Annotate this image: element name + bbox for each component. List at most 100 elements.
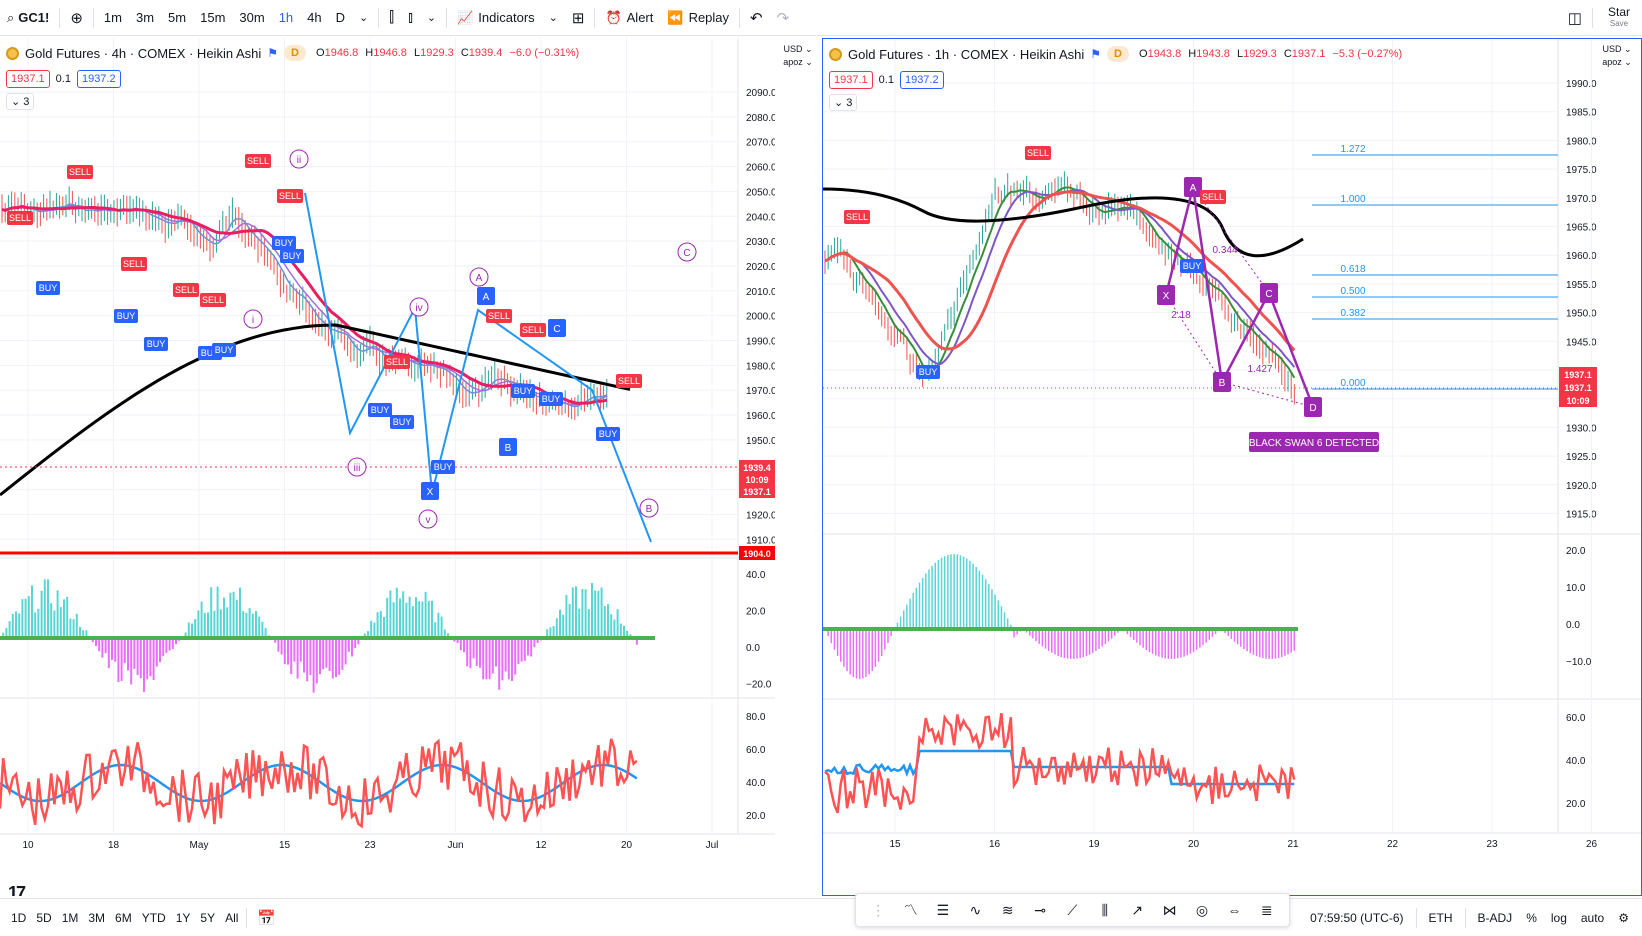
undo-icon[interactable]: ↶ [750,9,763,27]
redo-icon[interactable]: ↷ [776,9,790,27]
spread-value: 0.1 [878,74,894,86]
calendar-goto-icon[interactable]: 📅 [257,909,277,927]
pattern-point-box [1157,285,1175,305]
settings-gear-icon[interactable]: ⚙ [1618,911,1629,925]
indicators-icon: 📈 [457,9,474,25]
pattern-point-label: B [505,443,512,454]
clock-display[interactable]: 07:59:50 (UTC-6) [1310,911,1404,925]
right-chart-pane[interactable]: 1990.0 1985.0 1980.0 1975.0 1970.0 1965.0 1960… [822,38,1642,896]
fib-retracement-icon[interactable]: ≣ [1260,901,1273,918]
right-chart-title[interactable]: Gold Futures · 1h · COMEX · Heikin Ashi [848,46,1085,62]
range-6m[interactable]: 6M [115,910,132,925]
time-tick-label: 26 [1586,839,1598,850]
chevron-down-icon[interactable]: ⌄ [359,12,369,24]
sell-price-button[interactable]: 1937.1 [829,71,873,89]
parallel-channel-icon[interactable]: ≋ [1001,901,1014,918]
buy-signal-label: BUY [215,345,234,355]
time-tick-label: 22 [1387,839,1399,850]
right-chart-canvas[interactable]: 1990.01985.01980.01975.01970.01965.01960… [823,39,1641,895]
symbol-search[interactable]: ⌕ GC1! [0,0,56,36]
fib-level-label: 1.000 [1340,194,1365,205]
interval-1m[interactable]: 1m [103,10,122,25]
price-range-icon[interactable]: ⇔ [1227,902,1242,918]
percent-toggle[interactable]: % [1526,911,1537,925]
tradingview-logo[interactable]: 17 [8,883,26,896]
left-chart-pane[interactable]: 2090.0 2080.0 2070.0 2060.0 2050.0 2040.0 2030… [0,38,775,896]
drag-handle-icon[interactable]: ⋮ [871,901,886,918]
buy-signal-box [511,384,535,398]
price-tick-label: 1910.0 [746,535,775,546]
buy-price-button[interactable]: 1937.2 [76,70,121,88]
buy-signal-box [36,281,60,295]
horizontal-lines-icon[interactable]: ☰ [936,901,950,918]
symbol-label: GC1! [18,10,50,25]
range-ytd[interactable]: YTD [141,910,166,925]
split-layout-icon[interactable]: ◫ [1567,10,1582,27]
osc-tick-label: 0.0 [1566,620,1580,631]
interval-5m[interactable]: 5m [168,10,187,25]
flag-icon[interactable]: ⚑ [267,46,279,60]
indicators-collapse-button[interactable]: ⌄ 3 [6,93,35,110]
price-tick-label: 1950.0 [746,436,775,447]
interval-30m[interactable]: 30m [239,10,265,25]
horizontal-ray-icon[interactable]: ⊸ [1034,901,1046,918]
sell-signal-box [173,283,199,297]
bar-type-icon[interactable]: ⫾ [408,9,413,26]
xabcd-pattern-icon[interactable]: ⋈ [1162,901,1177,918]
session-toggle[interactable]: ETH [1428,911,1453,925]
plus-circle-icon[interactable]: ⊕ [70,9,83,27]
abc-pattern-icon[interactable]: ∿ [969,901,982,918]
star-save-button[interactable]: Star Save [1596,6,1642,30]
range-1d[interactable]: 1D [11,910,27,925]
buy-price-button[interactable]: 1937.2 [899,71,944,89]
range-5d[interactable]: 5D [36,910,52,925]
left-currency-menu[interactable]: USD ⌄ apoz ⌄ [783,44,813,67]
rsi-tick-label: 80.0 [746,712,766,723]
right-currency-menu[interactable]: USD ⌄ apoz ⌄ [1602,44,1632,67]
interval-1h[interactable]: 1h [278,10,294,25]
left-chart-title[interactable]: Gold Futures · 4h · COMEX · Heikin Ashi [25,45,262,61]
indicators-collapse-button[interactable]: ⌄ 3 [829,94,858,111]
time-tick-label: 16 [989,839,1001,850]
pattern-point-box [1304,397,1322,417]
layout-grid-icon[interactable]: ⊞ [571,9,585,27]
price-tick-label: 1930.0 [1566,423,1597,434]
chevron-down-icon[interactable]: ⌄ [548,12,558,24]
interval-3m[interactable]: 3m [135,10,155,25]
price-tick-label: 1980.0 [1566,136,1597,147]
elliott-wave-icon[interactable]: 〽 [903,902,918,918]
adjust-toggle[interactable]: B-ADJ [1477,911,1513,925]
indicators-button[interactable]: 📈 Indicators [450,0,542,36]
interval-15m[interactable]: 15m [200,10,226,25]
price-tick-label: 2090.0 [746,88,775,99]
range-3m[interactable]: 3M [88,910,106,925]
toolbar-right: ◫ Star Save [1561,0,1642,36]
sell-signal-label: SELL [488,311,510,321]
buy-signal-label: BUY [275,238,294,248]
buy-signal-label: BUY [39,283,58,293]
alert-button[interactable]: ⏰ Alert [598,0,660,36]
chevron-down-icon[interactable]: ⌄ [426,12,437,24]
scale-label: apoz [1602,57,1622,67]
delayed-badge[interactable]: D [1107,46,1130,62]
auto-toggle[interactable]: auto [1580,911,1605,925]
sell-price-button[interactable]: 1937.1 [6,70,50,88]
range-5y[interactable]: 5Y [200,910,216,925]
ray-icon[interactable]: ↗ [1131,901,1144,918]
interval-4h[interactable]: 4h [307,10,322,25]
range-all[interactable]: All [225,910,239,925]
interval-d[interactable]: D [335,10,346,25]
range-1y[interactable]: 1Y [175,910,191,925]
replay-button[interactable]: ⏪ Replay [660,0,736,36]
log-toggle[interactable]: log [1550,911,1567,925]
left-chart-canvas[interactable]: 2090.02080.02070.02060.02050.02040.02030… [0,38,775,896]
price-tick-label: 2060.0 [746,163,775,174]
fib-level-label: 0.618 [1340,264,1365,275]
flag-icon[interactable]: ⚑ [1090,47,1102,61]
delayed-badge[interactable]: D [284,45,307,61]
bars-pattern-icon[interactable]: ⫼ [1101,901,1109,918]
candles-icon[interactable]: ⫿ [389,9,395,26]
circle-brush-icon[interactable]: ◎ [1195,901,1209,918]
trend-line-icon[interactable]: ⟋ [1067,901,1078,918]
range-1m[interactable]: 1M [61,910,79,925]
